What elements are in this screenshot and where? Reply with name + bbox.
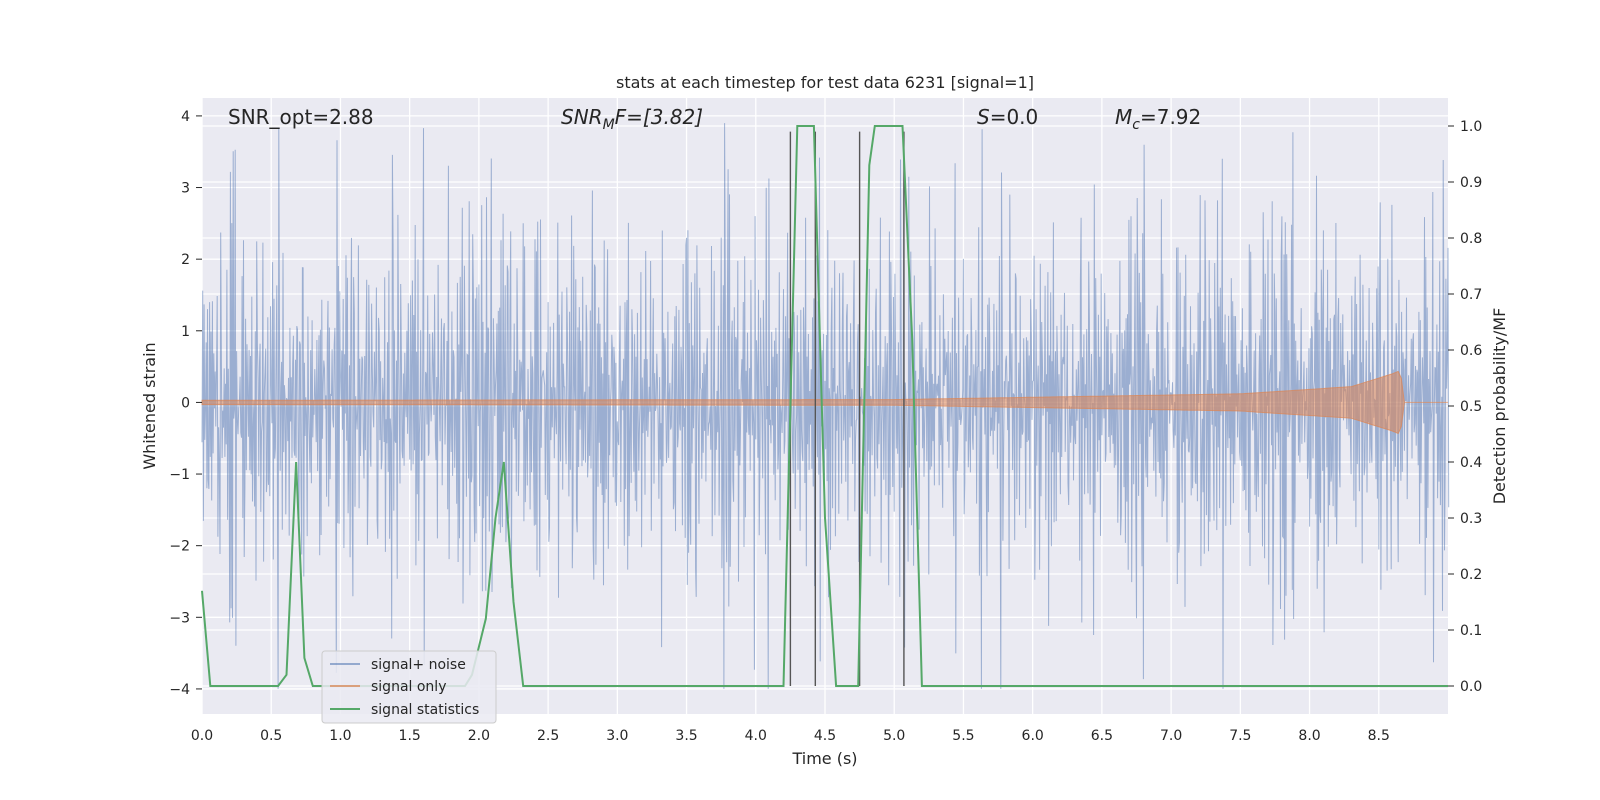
y-axis-ticks: 4 3 2 1 0 −1 −2 −3 −4: [169, 109, 202, 698]
y2-tick-label: 0.1: [1460, 623, 1482, 639]
y2-tick-label: 0.6: [1460, 343, 1482, 359]
y2-axis-ticks: 1.0 0.9 0.8 0.7 0.6 0.5 0.4 0.3 0.2 0.1 0.0: [1448, 119, 1482, 695]
x-axis-label: Time (s): [791, 749, 857, 768]
x-tick-label: 8.5: [1368, 728, 1390, 744]
x-tick-label: 5.0: [883, 728, 905, 744]
series-signal-statistics: [201, 125, 1448, 687]
y2-tick-label: 0.0: [1460, 679, 1482, 695]
x-tick-label: 2.0: [468, 728, 490, 744]
series-signal-only: [201, 370, 1448, 435]
y2-tick-label: 1.0: [1460, 119, 1482, 135]
s-annotation: S=0.0: [977, 105, 1038, 129]
x-tick-label: 6.0: [1022, 728, 1044, 744]
noise-line: [201, 123, 1450, 689]
y2-tick-label: 0.4: [1460, 455, 1482, 471]
x-tick-label: 7.5: [1229, 728, 1251, 744]
snr-mf-sub: M: [603, 117, 615, 133]
legend-label-signal-only: signal only: [371, 679, 446, 695]
y-tick-label: 4: [181, 109, 190, 125]
snr-mf-annotation: SNRMF=[3.82]: [561, 105, 703, 133]
y2-tick-label: 0.7: [1460, 287, 1482, 303]
x-tick-label: 1.5: [399, 728, 421, 744]
y-tick-label: 1: [181, 324, 190, 340]
statistics-line: [201, 125, 1448, 687]
x-tick-label: 4.0: [745, 728, 767, 744]
snr-mf-rest: F=[3.82]: [615, 105, 703, 129]
legend: signal+ noise signal only signal statist…: [321, 650, 497, 724]
mc-sub: c: [1132, 117, 1140, 133]
x-tick-label: 0.0: [191, 728, 213, 744]
snr-mf-main: SNR: [561, 105, 603, 129]
x-tick-label: 6.5: [1091, 728, 1113, 744]
x-tick-label: 7.0: [1160, 728, 1182, 744]
y-tick-label: 2: [181, 252, 190, 268]
y2-axis-label: Detection probability/MF: [1490, 308, 1509, 505]
y-tick-label: 3: [181, 181, 190, 197]
x-tick-label: 3.0: [606, 728, 628, 744]
mc-main: M: [1115, 105, 1132, 129]
y-tick-label: −2: [169, 539, 190, 555]
x-tick-label: 0.5: [260, 728, 282, 744]
x-tick-label: 5.5: [952, 728, 974, 744]
s-main: S: [977, 105, 990, 129]
y2-tick-label: 0.8: [1460, 231, 1482, 247]
legend-label-signal-statistics: signal statistics: [371, 702, 479, 718]
x-tick-label: 2.5: [537, 728, 559, 744]
x-tick-label: 4.5: [814, 728, 836, 744]
mc-rest: =7.92: [1140, 105, 1201, 129]
series-signal-noise: [201, 123, 1450, 689]
legend-label-signal-noise: signal+ noise: [371, 657, 466, 673]
x-tick-label: 1.0: [329, 728, 351, 744]
y2-tick-label: 0.3: [1460, 511, 1482, 527]
y-tick-label: −1: [169, 467, 190, 483]
y-tick-label: 0: [181, 395, 190, 411]
y-tick-label: −4: [169, 682, 190, 698]
s-rest: =0.0: [990, 105, 1039, 129]
y2-tick-label: 0.2: [1460, 567, 1482, 583]
snr-opt-annotation: SNR_opt=2.88: [228, 105, 374, 129]
x-tick-label: 3.5: [675, 728, 697, 744]
y2-tick-label: 0.9: [1460, 175, 1482, 191]
legend-box: [321, 650, 497, 724]
y-axis-label: Whitened strain: [140, 342, 159, 469]
signal-envelope: [201, 370, 1448, 435]
x-tick-label: 8.0: [1298, 728, 1320, 744]
mc-annotation: Mc=7.92: [1115, 105, 1201, 133]
x-axis-ticks: 0.0 0.5 1.0 1.5 2.0 2.5 3.0 3.5 4.0 4.5 5.0 5.5 6.0 6…: [191, 728, 1390, 744]
y2-tick-label: 0.5: [1460, 399, 1482, 415]
y-tick-label: −3: [169, 610, 190, 626]
chart-title: stats at each timestep for test data 623…: [616, 73, 1034, 92]
